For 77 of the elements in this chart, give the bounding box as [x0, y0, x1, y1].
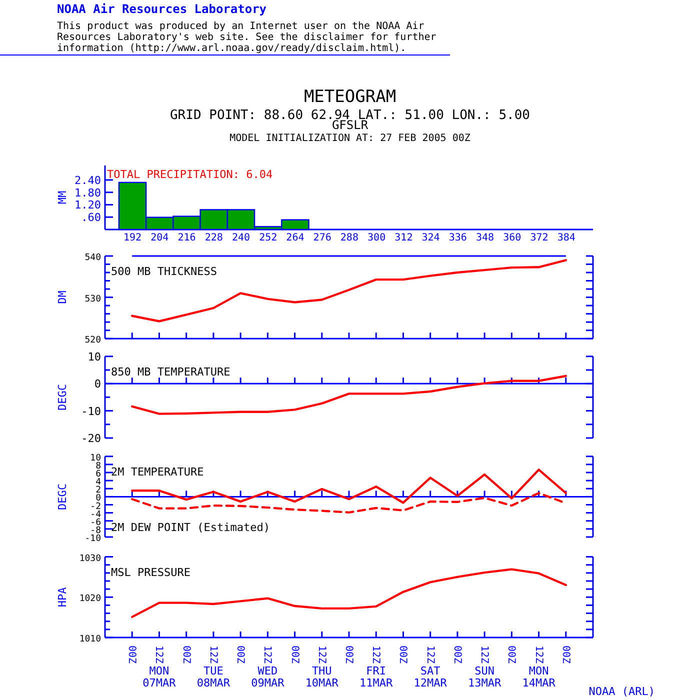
y-tick-label: 1.80 [74, 186, 101, 200]
x-tick-label: 00Z [126, 646, 138, 664]
y-axis-title: HPA [56, 586, 69, 608]
x-tick-label: 192 [123, 232, 142, 244]
x-tick-label: 384 [557, 232, 576, 244]
series-label: 2M TEMPERATURE [111, 465, 204, 478]
y-tick-label: 0 [94, 378, 101, 391]
x-tick-label: 12Z [424, 646, 436, 664]
x-tick-label: 00Z [452, 646, 463, 664]
y-tick-label: 540 [84, 253, 101, 263]
y-tick-label: -2 [90, 502, 101, 512]
x-tick-label: 00Z [506, 646, 518, 664]
y-axis-title: DEGC [56, 483, 69, 510]
x-tick-label: 360 [503, 232, 522, 244]
x-tick-label: 276 [313, 232, 332, 244]
text: information (http://www.arl.noaa.gov/ready/disclaim.html). [57, 43, 406, 54]
x-tick-label: 12Z [316, 646, 328, 664]
text: WED 09MAR [251, 664, 285, 690]
annotation: TOTAL PRECIPITATION: 6.04 [107, 168, 273, 181]
text: MON 07MAR [142, 664, 176, 690]
text: This product was produced by an Internet user on the NOAA Air [57, 21, 424, 32]
x-tick-label: 348 [476, 232, 494, 244]
series-label: 2M DEW POINT (Estimated) [111, 521, 270, 534]
y-tick-label: 1030 [79, 554, 101, 564]
x-tick-label: 288 [340, 232, 358, 244]
x-tick-label: 00Z [289, 646, 300, 664]
text: NOAA (ARL) [588, 685, 655, 698]
y-tick-label: 1010 [79, 634, 101, 644]
x-tick-label: 240 [232, 232, 250, 244]
y-tick-label: 10 [88, 350, 101, 364]
y-axis-title: MM [56, 190, 69, 204]
x-tick-label: 00Z [180, 646, 192, 664]
x-tick-label: 252 [259, 232, 278, 244]
y-tick-label: -8 [90, 526, 101, 536]
text: SAT 12MAR [414, 664, 448, 690]
text: SUN 13MAR [468, 664, 502, 690]
x-tick-label: 00Z [560, 646, 572, 664]
x-tick-label: 264 [286, 232, 304, 244]
x-tick-label: 216 [178, 232, 196, 244]
x-tick-label: 12Z [208, 646, 219, 664]
x-tick-label: 12Z [533, 646, 544, 664]
text: MSL PRESSURE [111, 566, 190, 579]
y-tick-label: -20 [81, 432, 101, 445]
x-tick-label: 12Z [154, 646, 165, 664]
x-tick-label: 324 [422, 232, 440, 244]
y-tick-label: 530 [84, 294, 101, 304]
text: MON 14MAR [522, 664, 556, 690]
chart-title: METEOGRAM [304, 87, 396, 107]
x-tick-label: 12Z [262, 646, 274, 664]
text: 500 MB THICKNESS [111, 265, 217, 278]
y-axis-title: DEGC [56, 384, 69, 410]
text: MODEL INITIALIZATION AT: 27 FEB 2005 00Z [230, 133, 470, 144]
y-tick-label: 520 [84, 336, 101, 346]
y-tick-label: 1020 [79, 594, 101, 604]
x-tick-label: 00Z [235, 646, 246, 664]
x-tick-label: 228 [204, 232, 223, 244]
x-tick-label: 300 [368, 232, 386, 244]
y-axis-title: DM [56, 290, 69, 304]
x-tick-label: 00Z [344, 646, 354, 664]
text: FRI 11MAR [360, 664, 394, 690]
text: TUE 08MAR [196, 664, 230, 690]
y-tick-label: 2.40 [74, 174, 101, 187]
x-tick-label: 312 [394, 232, 413, 244]
x-tick-label: 336 [448, 232, 467, 244]
x-tick-label: 12Z [479, 646, 490, 664]
text: Resources Laboratory's web site. See the disclaimer for further [57, 32, 436, 43]
y-tick-label: 1.20 [74, 198, 101, 212]
text: THU 10MAR [305, 664, 339, 690]
x-tick-label: 12Z [370, 646, 382, 664]
y-tick-label: -10 [81, 404, 101, 418]
x-tick-label: 204 [150, 232, 169, 244]
text: 850 MB TEMPERATURE [111, 365, 230, 378]
x-tick-label: 00Z [398, 646, 409, 664]
x-tick-label: 372 [530, 232, 548, 244]
text: NOAA Air Resources Laboratory [57, 2, 267, 16]
y-tick-label: -10 [84, 534, 101, 544]
y-tick-label: .60 [81, 211, 101, 224]
